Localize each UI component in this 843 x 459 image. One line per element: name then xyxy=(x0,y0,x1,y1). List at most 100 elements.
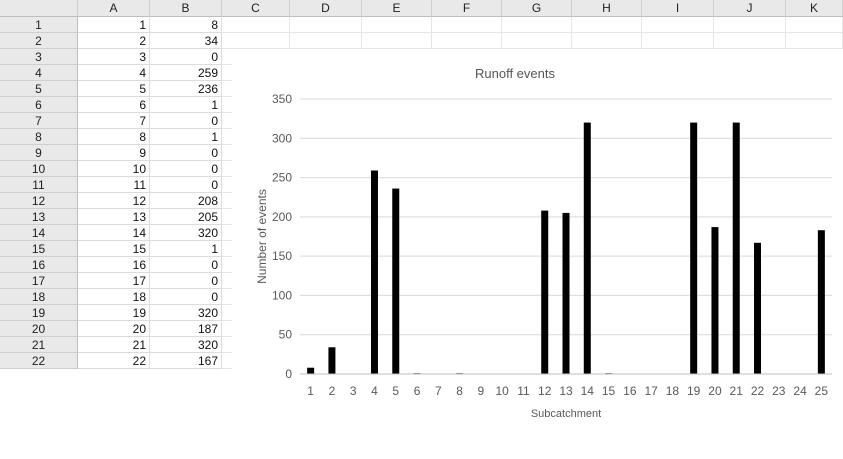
cell-a18[interactable]: 18 xyxy=(78,289,150,305)
row-header-12[interactable]: 12 xyxy=(0,193,78,209)
row-header-21[interactable]: 21 xyxy=(0,337,78,353)
cell-a14[interactable]: 14 xyxy=(78,225,150,241)
column-header-e[interactable]: E xyxy=(362,0,432,17)
cell-b8[interactable]: 1 xyxy=(150,129,222,145)
row-header-7[interactable]: 7 xyxy=(0,113,78,129)
row-header-10[interactable]: 10 xyxy=(0,161,78,177)
cell-b11[interactable]: 0 xyxy=(150,177,222,193)
empty-cell[interactable] xyxy=(290,33,362,49)
row-header-5[interactable]: 5 xyxy=(0,81,78,97)
cell-a20[interactable]: 20 xyxy=(78,321,150,337)
cell-a8[interactable]: 8 xyxy=(78,129,150,145)
column-header-i[interactable]: I xyxy=(642,0,714,17)
row-header-11[interactable]: 11 xyxy=(0,177,78,193)
cell-b21[interactable]: 320 xyxy=(150,337,222,353)
x-tick-label: 6 xyxy=(414,384,421,398)
cell-a19[interactable]: 19 xyxy=(78,305,150,321)
empty-cell[interactable] xyxy=(572,17,642,33)
empty-cell[interactable] xyxy=(714,17,786,33)
cell-b15[interactable]: 1 xyxy=(150,241,222,257)
chart-area[interactable]: Runoff events 0 50 100 150 200 250 300 350 1 2 3 4 5 6… xyxy=(232,49,843,434)
cell-b19[interactable]: 320 xyxy=(150,305,222,321)
row-header-17[interactable]: 17 xyxy=(0,273,78,289)
cell-b17[interactable]: 0 xyxy=(150,273,222,289)
row-header-9[interactable]: 9 xyxy=(0,145,78,161)
row-header-8[interactable]: 8 xyxy=(0,129,78,145)
cell-b3[interactable]: 0 xyxy=(150,49,222,65)
empty-cell[interactable] xyxy=(642,33,714,49)
column-header-c[interactable]: C xyxy=(222,0,290,17)
cell-b7[interactable]: 0 xyxy=(150,113,222,129)
empty-cell[interactable] xyxy=(786,33,843,49)
column-header-k[interactable]: K xyxy=(786,0,843,17)
empty-cell[interactable] xyxy=(786,17,843,33)
cell-a22[interactable]: 22 xyxy=(78,353,150,369)
empty-cell[interactable] xyxy=(362,33,432,49)
cell-b6[interactable]: 1 xyxy=(150,97,222,113)
row-header-19[interactable]: 19 xyxy=(0,305,78,321)
row-header-13[interactable]: 13 xyxy=(0,209,78,225)
cell-a5[interactable]: 5 xyxy=(78,81,150,97)
column-header-a[interactable]: A xyxy=(78,0,150,17)
column-header-d[interactable]: D xyxy=(290,0,362,17)
x-tick-label: 17 xyxy=(644,384,658,398)
column-header-g[interactable]: G xyxy=(502,0,572,17)
cell-a7[interactable]: 7 xyxy=(78,113,150,129)
row-header-6[interactable]: 6 xyxy=(0,97,78,113)
cell-b22[interactable]: 167 xyxy=(150,353,222,369)
cell-a13[interactable]: 13 xyxy=(78,209,150,225)
empty-cell[interactable] xyxy=(362,17,432,33)
cell-b14[interactable]: 320 xyxy=(150,225,222,241)
column-header-j[interactable]: J xyxy=(714,0,786,17)
column-header-f[interactable]: F xyxy=(432,0,502,17)
cell-b2[interactable]: 34 xyxy=(150,33,222,49)
empty-cell[interactable] xyxy=(222,17,290,33)
cell-b18[interactable]: 0 xyxy=(150,289,222,305)
cell-a15[interactable]: 15 xyxy=(78,241,150,257)
cell-b12[interactable]: 208 xyxy=(150,193,222,209)
row-header-4[interactable]: 4 xyxy=(0,65,78,81)
row-header-15[interactable]: 15 xyxy=(0,241,78,257)
row-header-16[interactable]: 16 xyxy=(0,257,78,273)
cell-a9[interactable]: 9 xyxy=(78,145,150,161)
row-header-18[interactable]: 18 xyxy=(0,289,78,305)
cell-a12[interactable]: 12 xyxy=(78,193,150,209)
column-header-b[interactable]: B xyxy=(150,0,222,17)
cell-a6[interactable]: 6 xyxy=(78,97,150,113)
cell-b20[interactable]: 187 xyxy=(150,321,222,337)
cell-b10[interactable]: 0 xyxy=(150,161,222,177)
empty-cell[interactable] xyxy=(572,33,642,49)
empty-cell[interactable] xyxy=(502,33,572,49)
cell-b5[interactable]: 236 xyxy=(150,81,222,97)
cell-b4[interactable]: 259 xyxy=(150,65,222,81)
empty-cell[interactable] xyxy=(714,33,786,49)
cell-a4[interactable]: 4 xyxy=(78,65,150,81)
row-header-20[interactable]: 20 xyxy=(0,321,78,337)
row-header-22[interactable]: 22 xyxy=(0,353,78,369)
empty-cell[interactable] xyxy=(642,17,714,33)
cell-a17[interactable]: 17 xyxy=(78,273,150,289)
cell-a1[interactable]: 1 xyxy=(78,17,150,33)
cell-a21[interactable]: 21 xyxy=(78,337,150,353)
empty-cell[interactable] xyxy=(290,17,362,33)
empty-cell[interactable] xyxy=(222,33,290,49)
cell-a3[interactable]: 3 xyxy=(78,49,150,65)
row-header-14[interactable]: 14 xyxy=(0,225,78,241)
cell-a11[interactable]: 11 xyxy=(78,177,150,193)
empty-cell[interactable] xyxy=(502,17,572,33)
cell-b1[interactable]: 8 xyxy=(150,17,222,33)
cell-b13[interactable]: 205 xyxy=(150,209,222,225)
cell-b9[interactable]: 0 xyxy=(150,145,222,161)
row-header-1[interactable]: 1 xyxy=(0,17,78,33)
cell-a16[interactable]: 16 xyxy=(78,257,150,273)
column-header-h[interactable]: H xyxy=(572,0,642,17)
empty-cell[interactable] xyxy=(432,33,502,49)
row-header-3[interactable]: 3 xyxy=(0,49,78,65)
cell-b16[interactable]: 0 xyxy=(150,257,222,273)
select-all-corner[interactable] xyxy=(0,0,78,17)
cell-a2[interactable]: 2 xyxy=(78,33,150,49)
row-header-2[interactable]: 2 xyxy=(0,33,78,49)
cell-a10[interactable]: 10 xyxy=(78,161,150,177)
empty-cell[interactable] xyxy=(432,17,502,33)
y-tick-label: 150 xyxy=(272,249,292,263)
